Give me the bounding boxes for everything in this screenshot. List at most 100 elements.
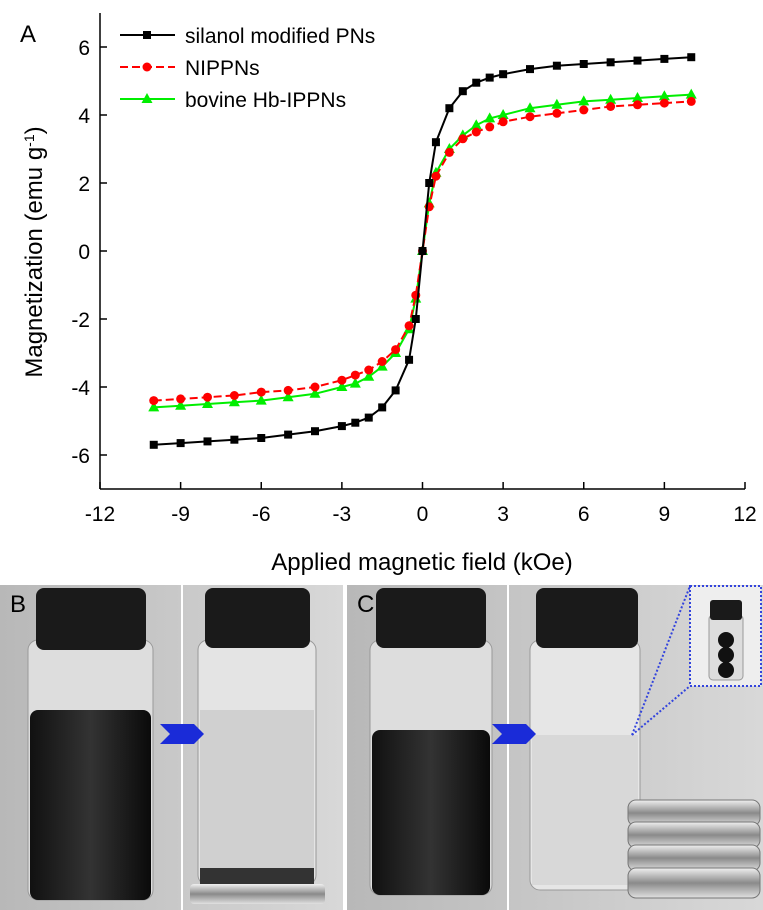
marker [660, 54, 669, 63]
y-tick-label: -2 [71, 309, 90, 332]
marker [282, 391, 294, 402]
marker [686, 96, 696, 106]
marker [485, 73, 494, 82]
marker [444, 147, 454, 157]
marker [606, 58, 615, 67]
marker [255, 394, 267, 405]
legend-label: bovine Hb-IPPNs [185, 89, 346, 112]
marker [337, 375, 347, 385]
marker [149, 440, 158, 449]
marker [526, 65, 534, 74]
marker [425, 179, 434, 187]
marker [364, 365, 374, 375]
photo-b: B [0, 585, 343, 910]
marker [391, 386, 400, 395]
marker [202, 398, 213, 408]
marker [524, 102, 536, 113]
marker [311, 427, 319, 436]
y-axis-label: Magnetization (emu g-1) [21, 126, 48, 377]
marker [485, 122, 495, 132]
marker [499, 70, 508, 79]
marker [203, 392, 212, 402]
marker [498, 117, 508, 127]
marker [445, 104, 454, 113]
marker [633, 100, 642, 110]
marker [148, 401, 160, 412]
marker [418, 247, 427, 255]
marker [632, 92, 643, 102]
marker [391, 345, 401, 355]
marker [283, 385, 293, 395]
marker [404, 321, 414, 331]
x-tick-label: 12 [733, 503, 756, 526]
marker [176, 394, 186, 404]
marker [257, 434, 266, 442]
marker [405, 355, 414, 364]
x-tick-label: -6 [252, 503, 271, 526]
panel-label: B [10, 591, 26, 618]
marker [579, 60, 588, 68]
marker [472, 78, 481, 87]
marker [525, 112, 535, 122]
marker [497, 109, 509, 119]
marker [350, 370, 360, 380]
marker [349, 377, 361, 388]
marker [203, 437, 212, 446]
marker [309, 387, 321, 398]
x-tick-label: 6 [578, 503, 590, 526]
marker [471, 127, 481, 137]
marker [256, 387, 266, 397]
marker [687, 53, 696, 62]
marker [552, 108, 562, 118]
y-tick-label: 6 [78, 37, 90, 60]
marker [142, 62, 152, 72]
x-tick-label: -3 [333, 503, 352, 526]
marker [551, 98, 563, 109]
marker [149, 396, 159, 406]
marker [552, 61, 561, 70]
panel-label: C [357, 591, 374, 618]
marker [336, 381, 348, 391]
marker [458, 87, 467, 96]
y-tick-label: 0 [78, 241, 90, 264]
x-axis-label: Applied magnetic field (kOe) [271, 549, 572, 576]
y-tick-label: -6 [71, 445, 90, 468]
marker [470, 119, 482, 130]
legend-label: NIPPNs [185, 57, 260, 80]
marker [685, 88, 697, 99]
marker [229, 391, 239, 400]
marker [176, 439, 185, 448]
marker [141, 93, 153, 103]
marker [431, 171, 441, 181]
marker [578, 95, 590, 106]
x-tick-label: 3 [497, 503, 509, 526]
photo-c: C [347, 585, 763, 910]
marker [228, 396, 240, 407]
marker [310, 382, 320, 392]
marker [658, 90, 670, 101]
y-label-sup: -1 [21, 134, 37, 147]
marker [605, 93, 617, 104]
marker [364, 413, 373, 422]
panel-label: A [20, 21, 36, 48]
marker [484, 112, 496, 123]
y-tick-label: 2 [78, 173, 90, 196]
marker [659, 98, 669, 108]
legend-label: silanol modified PNs [185, 25, 375, 48]
marker [284, 430, 293, 439]
y-label-suffix: ) [21, 126, 48, 134]
marker [378, 403, 387, 412]
marker [351, 418, 360, 427]
marker [431, 138, 440, 147]
marker [337, 422, 346, 431]
marker [377, 357, 387, 366]
x-tick-label: -9 [171, 503, 190, 526]
marker [633, 56, 642, 65]
marker [175, 399, 187, 410]
marker [579, 105, 589, 115]
x-tick-label: 9 [659, 503, 671, 526]
marker [230, 435, 239, 444]
marker [606, 102, 616, 111]
x-tick-label: -12 [85, 503, 115, 526]
